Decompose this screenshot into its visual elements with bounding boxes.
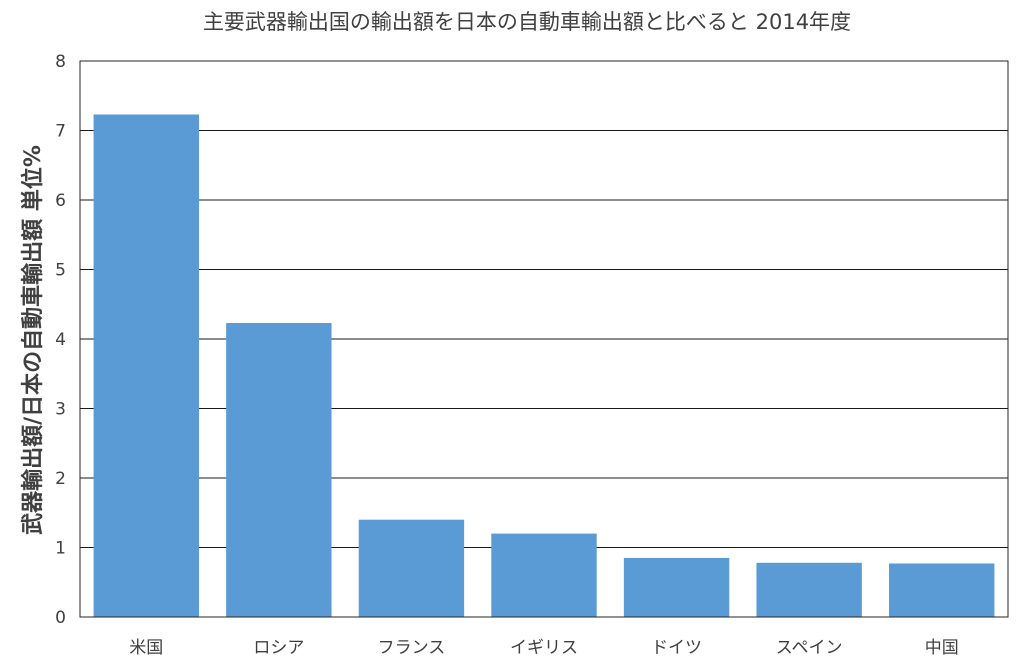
y-tick-labels: 0 1 2 3 4 5 6 7 8 (55, 52, 66, 628)
y-tick-label: 5 (55, 261, 66, 281)
bar-2 (358, 519, 465, 617)
x-category-label: 中国 (925, 638, 959, 658)
chart-title: 主要武器輸出国の輸出額を日本の自動車輸出額と比べると 2014年度 (203, 10, 851, 34)
x-category-label: スペイン (776, 638, 843, 658)
y-tick-label: 0 (55, 608, 66, 628)
bar-1 (226, 323, 332, 617)
y-tick-label: 3 (55, 400, 66, 420)
bar-5 (756, 562, 862, 617)
bar-4 (623, 557, 730, 617)
x-category-label: イギリス (510, 638, 578, 658)
y-axis-label: 武器輸出額/日本の自動車輸出額 単位% (20, 145, 46, 535)
bar-0 (93, 114, 199, 617)
y-tick-label: 6 (55, 191, 66, 211)
x-category-label: ロシア (253, 638, 304, 658)
x-category-label: ドイツ (651, 638, 702, 658)
bar-6 (889, 563, 995, 617)
y-tick-label: 4 (55, 330, 66, 350)
y-tick-label: 8 (55, 52, 66, 72)
y-tick-label: 2 (55, 469, 66, 489)
x-category-label: 米国 (129, 638, 163, 658)
plot-area-frame (79, 60, 1009, 618)
y-tick-label: 1 (55, 539, 66, 559)
y-tick-label: 7 (55, 122, 66, 142)
x-category-label: フランス (378, 638, 446, 658)
bars (93, 114, 995, 617)
x-category-labels: 米国 ロシア フランス イギリス ドイツ スペイン 中国 (129, 638, 958, 658)
bar-3 (491, 533, 597, 617)
